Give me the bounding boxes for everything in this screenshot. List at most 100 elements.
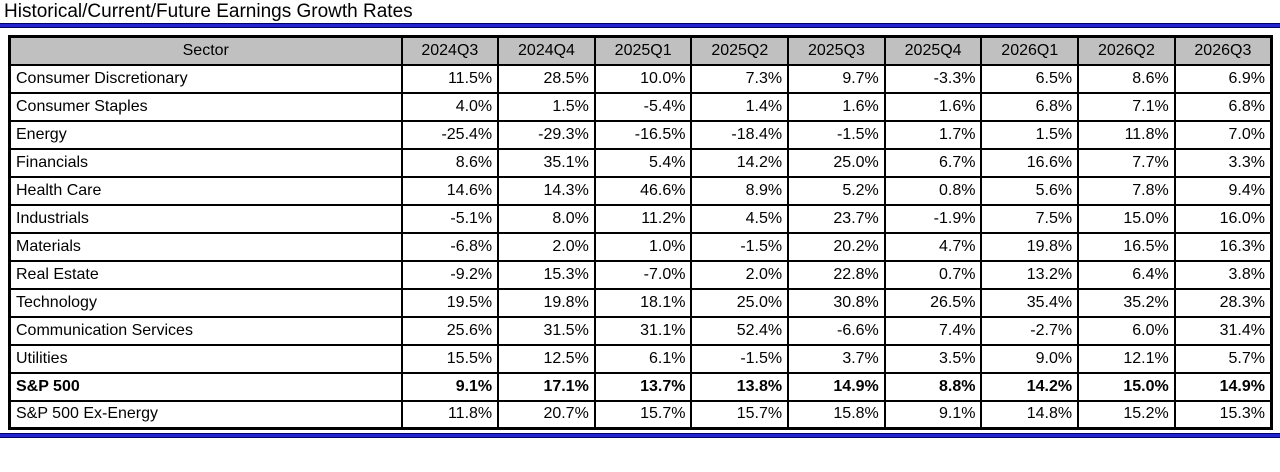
value-cell: 3.3% — [1173, 147, 1273, 178]
value-cell: -1.5% — [690, 231, 790, 262]
value-cell: 3.8% — [1173, 259, 1273, 290]
value-cell: -18.4% — [690, 119, 790, 150]
value-cell: 31.5% — [497, 315, 596, 346]
table-row: Materials -6.8% 2.0% 1.0% -1.5% 20.2% 4.7% 19.8… — [8, 231, 1273, 262]
column-header-2024q3: 2024Q3 — [400, 35, 500, 66]
sector-cell: Energy — [8, 119, 403, 150]
value-cell: 7.5% — [980, 203, 1080, 234]
value-cell: -16.5% — [593, 119, 693, 150]
value-cell: 18.1% — [593, 287, 693, 318]
value-cell: 14.2% — [980, 371, 1080, 402]
value-cell: 2.0% — [690, 259, 790, 290]
value-cell: -5.1% — [400, 203, 500, 234]
value-cell: -3.3% — [883, 63, 983, 94]
value-cell: 15.7% — [690, 399, 790, 430]
value-cell: 25.0% — [690, 287, 790, 318]
value-cell: 5.7% — [1173, 343, 1273, 374]
column-header-2026q2: 2026Q2 — [1077, 35, 1176, 66]
value-cell: -9.2% — [400, 259, 500, 290]
value-cell: 6.5% — [980, 63, 1080, 94]
value-cell: 23.7% — [787, 203, 886, 234]
value-cell: 7.4% — [883, 315, 983, 346]
value-cell: 15.5% — [400, 343, 500, 374]
value-cell: -29.3% — [497, 119, 596, 150]
table-row: Real Estate -9.2% 15.3% -7.0% 2.0% 22.8% 0.7% 1… — [8, 259, 1273, 290]
value-cell: 14.9% — [1173, 371, 1273, 402]
value-cell: 9.0% — [980, 343, 1080, 374]
value-cell: -5.4% — [593, 91, 693, 122]
sector-cell: Communication Services — [8, 315, 403, 346]
column-header-sector: Sector — [8, 35, 403, 66]
value-cell: 8.9% — [690, 175, 790, 206]
value-cell: -25.4% — [400, 119, 500, 150]
value-cell: 11.5% — [400, 63, 500, 94]
value-cell: 28.5% — [497, 63, 596, 94]
column-header-2024q4: 2024Q4 — [497, 35, 596, 66]
value-cell: 9.1% — [883, 399, 983, 430]
value-cell: 15.3% — [497, 259, 596, 290]
value-cell: 16.0% — [1173, 203, 1273, 234]
value-cell: -1.5% — [690, 343, 790, 374]
table-row: S&P 500 Ex-Energy 11.8% 20.7% 15.7% 15.7% 15.… — [8, 399, 1273, 430]
value-cell: 31.4% — [1173, 315, 1273, 346]
value-cell: 19.5% — [400, 287, 500, 318]
value-cell: 14.9% — [787, 371, 886, 402]
table-row: Utilities 15.5% 12.5% 6.1% -1.5% 3.7% 3.5% 9.0%… — [8, 343, 1273, 374]
value-cell: 4.7% — [883, 231, 983, 262]
value-cell: 19.8% — [980, 231, 1080, 262]
table-row: Financials 8.6% 35.1% 5.4% 14.2% 25.0% 6.7% 16.… — [8, 147, 1273, 178]
table-row: Technology 19.5% 19.8% 18.1% 25.0% 30.8% 26.5%… — [8, 287, 1273, 318]
value-cell: 8.8% — [883, 371, 983, 402]
value-cell: 15.0% — [1077, 371, 1176, 402]
value-cell: 6.8% — [980, 91, 1080, 122]
value-cell: 5.2% — [787, 175, 886, 206]
value-cell: 1.4% — [690, 91, 790, 122]
value-cell: 13.7% — [593, 371, 693, 402]
value-cell: 12.5% — [497, 343, 596, 374]
value-cell: 0.7% — [883, 259, 983, 290]
value-cell: 1.6% — [787, 91, 886, 122]
value-cell: 15.7% — [593, 399, 693, 430]
value-cell: 12.1% — [1077, 343, 1176, 374]
value-cell: 6.1% — [593, 343, 693, 374]
value-cell: 25.6% — [400, 315, 500, 346]
page-title: Historical/Current/Future Earnings Growt… — [4, 1, 413, 22]
sector-cell: Utilities — [8, 343, 403, 374]
value-cell: 9.4% — [1173, 175, 1273, 206]
value-cell: 8.6% — [400, 147, 500, 178]
sector-cell: Materials — [8, 231, 403, 262]
value-cell: 4.5% — [690, 203, 790, 234]
value-cell: 9.7% — [787, 63, 886, 94]
value-cell: 26.5% — [883, 287, 983, 318]
value-cell: 6.4% — [1077, 259, 1176, 290]
table-body: Consumer Discretionary 11.5% 28.5% 10.0% 7.3… — [8, 63, 1273, 430]
title-underline-rule — [0, 23, 1280, 28]
sector-cell: Technology — [8, 287, 403, 318]
value-cell: 35.1% — [497, 147, 596, 178]
value-cell: 14.8% — [980, 399, 1080, 430]
value-cell: 8.6% — [1077, 63, 1176, 94]
table-row: Health Care 14.6% 14.3% 46.6% 8.9% 5.2% 0.8% 5.… — [8, 175, 1273, 206]
value-cell: -1.9% — [883, 203, 983, 234]
value-cell: 9.1% — [400, 371, 500, 402]
earnings-growth-table: Sector 2024Q3 2024Q4 2025Q1 2025Q2 2025Q3 2025… — [8, 35, 1273, 430]
value-cell: 1.6% — [883, 91, 983, 122]
value-cell: 16.5% — [1077, 231, 1176, 262]
value-cell: 7.8% — [1077, 175, 1176, 206]
value-cell: 1.5% — [497, 91, 596, 122]
value-cell: 14.6% — [400, 175, 500, 206]
value-cell: 30.8% — [787, 287, 886, 318]
value-cell: 15.3% — [1173, 399, 1273, 430]
table-row: Energy -25.4% -29.3% -16.5% -18.4% -1.5% 1.7% 1… — [8, 119, 1273, 150]
value-cell: 14.2% — [690, 147, 790, 178]
value-cell: 6.8% — [1173, 91, 1273, 122]
value-cell: 28.3% — [1173, 287, 1273, 318]
sector-cell: Real Estate — [8, 259, 403, 290]
value-cell: 22.8% — [787, 259, 886, 290]
table-row: Communication Services 25.6% 31.5% 31.1% 52.… — [8, 315, 1273, 346]
value-cell: 1.7% — [883, 119, 983, 150]
value-cell: -2.7% — [980, 315, 1080, 346]
value-cell: 11.8% — [400, 399, 500, 430]
value-cell: -7.0% — [593, 259, 693, 290]
value-cell: 0.8% — [883, 175, 983, 206]
